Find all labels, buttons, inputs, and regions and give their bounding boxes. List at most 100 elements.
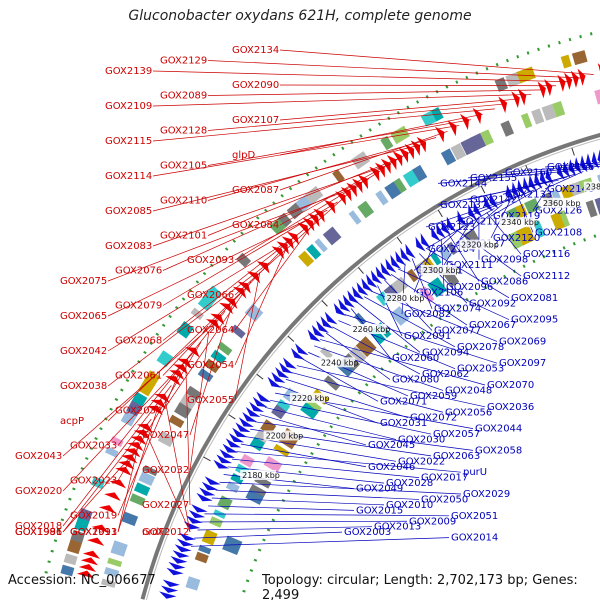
forward-gene-arrow (435, 126, 445, 143)
reverse-gene-arrow (228, 432, 245, 443)
left-gene-label: GOX2107 (232, 115, 279, 126)
outer-feature-block (571, 50, 588, 66)
reverse-gene-arrow (324, 311, 338, 325)
reverse-gene-arrow (191, 504, 208, 513)
left-gene-label: GOX2020 (15, 486, 62, 497)
right-gene-label: GOX2015 (356, 505, 403, 516)
forward-gene-arrow (313, 208, 325, 223)
right-gene-label: GOX2094 (422, 347, 469, 358)
forward-feature-block (480, 129, 494, 146)
right-label-leader (314, 345, 444, 391)
right-gene-label: GOX2146 (547, 184, 594, 195)
forward-gene-arrow (577, 68, 586, 86)
left-gene-label: GOX2109 (105, 101, 152, 112)
left-label-leader (144, 430, 191, 533)
kbp-label-bg (318, 357, 355, 368)
summary-text: Topology: circular; Length: 2,702,173 bp… (262, 573, 578, 600)
right-label-leader (325, 332, 391, 380)
forward-gene-arrow (80, 557, 99, 566)
forward-feature-block (470, 133, 487, 151)
forward-feature-block (440, 148, 457, 166)
left-label-leader (162, 253, 279, 376)
left-gene-label: GOX2042 (60, 346, 107, 357)
forward-feature-block (393, 177, 407, 194)
reverse-gene-arrow (170, 555, 188, 564)
kbp-tick-label: 2320 kbp (461, 241, 499, 250)
kbp-label-bg (583, 181, 600, 192)
left-gene-label: GOX2114 (105, 171, 152, 182)
inner-feature-block (507, 230, 525, 250)
right-gene-label: GOX2028 (386, 478, 433, 489)
forward-feature-block (217, 341, 233, 356)
left-label-leader (117, 374, 179, 516)
reverse-gene-arrow (225, 438, 242, 448)
left-gene-label: GOX2139 (105, 66, 152, 77)
inner-feature-block (355, 336, 377, 358)
left-gene-label: GOX2032 (142, 465, 189, 476)
right-label-leader (532, 183, 551, 211)
forward-gene-arrow (176, 358, 192, 369)
outer-feature-block (132, 391, 148, 407)
right-gene-label: GOX2074 (434, 304, 481, 315)
left-gene-label: GOX2093 (187, 255, 234, 266)
right-gene-label: GOX2053 (457, 364, 504, 375)
right-label-leader (344, 314, 498, 364)
reverse-gene-arrow (385, 258, 397, 273)
left-gene-label: nrdF (142, 527, 165, 538)
left-label-leader (107, 209, 328, 317)
right-gene-label: GOX2049 (356, 484, 403, 495)
reverse-feature-block (217, 495, 233, 511)
reverse-feature-block (524, 198, 541, 215)
reverse-gene-arrow (256, 391, 271, 403)
outer-feature-block (60, 564, 75, 577)
right-gene-label: GOX2050 (421, 494, 468, 505)
forward-gene-arrow (459, 113, 470, 131)
forward-gene-arrow (335, 191, 347, 206)
inner-feature-block (419, 286, 435, 303)
reverse-gene-arrow (415, 236, 426, 252)
forward-gene-arrow (276, 241, 289, 255)
kbp-label-bg (289, 392, 326, 403)
forward-gene-arrow (78, 564, 97, 572)
reverse-gene-arrow (489, 192, 499, 209)
outer-feature-block (63, 553, 78, 566)
reverse-gene-arrow (511, 181, 521, 199)
right-label-leader (425, 193, 527, 228)
right-label-leader (211, 497, 385, 506)
left-label-leader (279, 98, 520, 121)
reverse-gene-arrow (528, 174, 537, 192)
right-gene-label: GOX2137 (440, 200, 487, 211)
left-label-leader (189, 331, 210, 471)
forward-feature-block (500, 120, 515, 137)
right-label-leader (200, 520, 408, 523)
left-gene-label: GOX2128 (160, 126, 207, 137)
reverse-gene-arrow (338, 298, 351, 312)
reverse-gene-arrow (282, 357, 297, 369)
inner-feature-block (594, 197, 600, 215)
reverse-gene-arrow (201, 481, 218, 491)
left-label-leader (107, 235, 298, 352)
right-label-leader (384, 279, 433, 331)
right-gene-label: GOX2046 (368, 462, 415, 473)
right-label-leader (544, 171, 584, 190)
right-gene-label: GOX2057 (433, 429, 480, 440)
right-label-leader (363, 296, 456, 348)
outer-feature-block (494, 77, 509, 92)
forward-gene-arrow (246, 271, 261, 284)
kbp-tick-label: 2360 kbp (543, 199, 581, 208)
right-gene-label: GOX2091 (404, 331, 451, 342)
forward-feature-block (402, 169, 421, 188)
right-gene-label: GOX2104 (428, 244, 475, 255)
left-label-leader (62, 385, 172, 527)
reverse-gene-arrow (568, 159, 577, 177)
left-label-leader (107, 291, 243, 422)
right-gene-label: GOX2070 (487, 380, 534, 391)
left-label-leader (152, 125, 460, 177)
forward-feature-block (129, 493, 146, 506)
forward-gene-arrow (91, 524, 109, 533)
right-label-leader (291, 372, 444, 413)
left-label-leader (234, 171, 381, 261)
left-label-leader (207, 156, 403, 236)
reverse-gene-arrow (204, 476, 221, 485)
